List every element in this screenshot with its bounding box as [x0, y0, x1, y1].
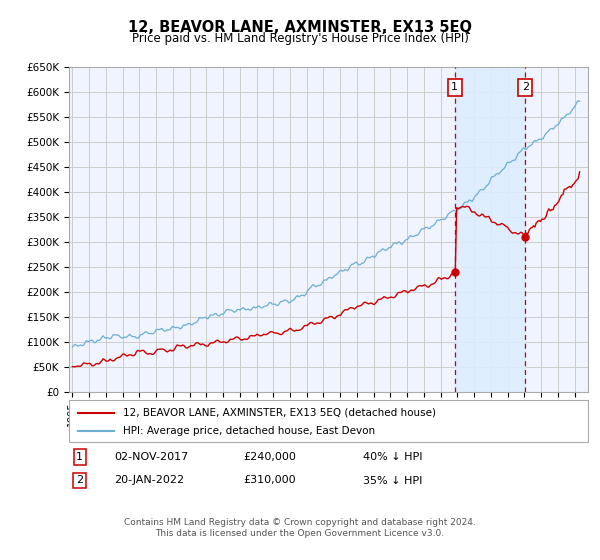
Text: 20-JAN-2022: 20-JAN-2022 — [114, 475, 184, 486]
Bar — [455, 67, 526, 392]
Text: 12, BEAVOR LANE, AXMINSTER, EX13 5EQ (detached house): 12, BEAVOR LANE, AXMINSTER, EX13 5EQ (de… — [123, 408, 436, 418]
Text: £310,000: £310,000 — [243, 475, 296, 486]
Text: 40% ↓ HPI: 40% ↓ HPI — [363, 452, 422, 462]
Text: 2: 2 — [522, 82, 529, 92]
Text: 12, BEAVOR LANE, AXMINSTER, EX13 5EQ: 12, BEAVOR LANE, AXMINSTER, EX13 5EQ — [128, 20, 472, 35]
Text: 02-NOV-2017: 02-NOV-2017 — [114, 452, 188, 462]
Text: £240,000: £240,000 — [243, 452, 296, 462]
Text: 1: 1 — [76, 452, 83, 462]
Text: Contains HM Land Registry data © Crown copyright and database right 2024.
This d: Contains HM Land Registry data © Crown c… — [124, 518, 476, 538]
Text: HPI: Average price, detached house, East Devon: HPI: Average price, detached house, East… — [123, 426, 375, 436]
Text: 35% ↓ HPI: 35% ↓ HPI — [363, 475, 422, 486]
Text: 2: 2 — [76, 475, 83, 486]
Text: 1: 1 — [451, 82, 458, 92]
Text: Price paid vs. HM Land Registry's House Price Index (HPI): Price paid vs. HM Land Registry's House … — [131, 32, 469, 45]
